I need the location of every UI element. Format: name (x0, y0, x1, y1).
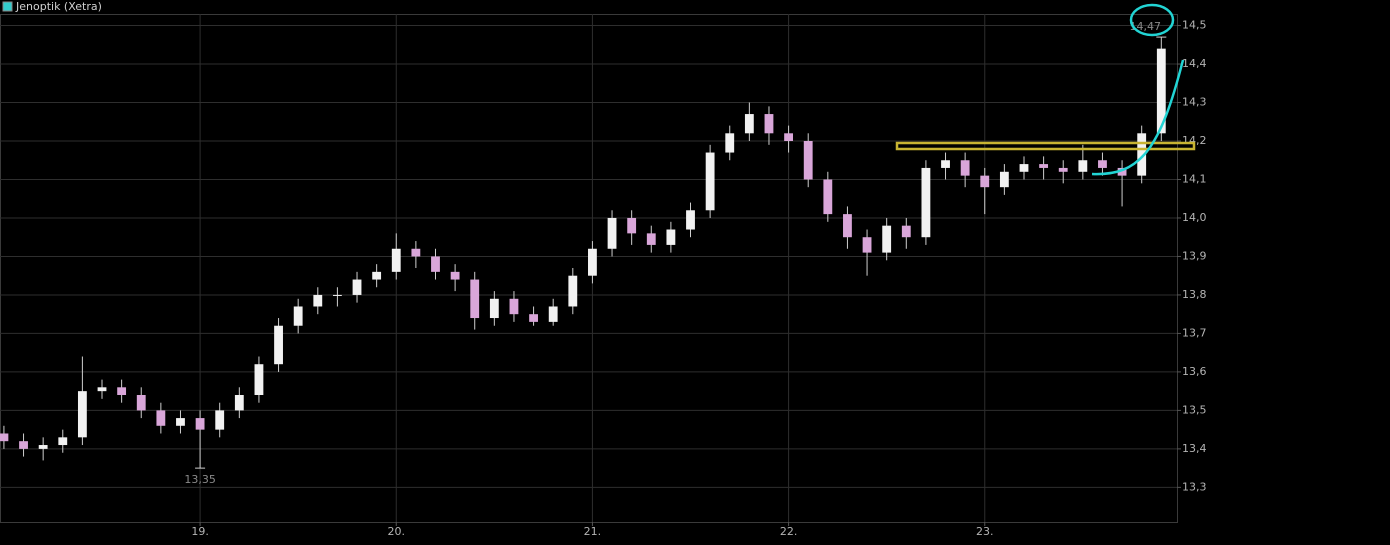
candle-body (450, 271, 460, 280)
candle-body (0, 433, 9, 442)
trend-curve (1091, 59, 1185, 176)
legend-swatch (2, 1, 13, 12)
candle-body (313, 294, 323, 307)
candle-body (764, 114, 774, 134)
candle-body (980, 175, 990, 188)
candle-body (803, 141, 813, 180)
candle-body (548, 306, 558, 322)
candle-body (293, 306, 303, 326)
highlight-ellipse (1129, 3, 1175, 37)
candle-body (1098, 160, 1107, 168)
candle-body (960, 160, 970, 176)
candle-body (274, 325, 283, 365)
candle-body (921, 167, 931, 238)
candle-body (332, 294, 342, 296)
candle-body (882, 225, 892, 253)
candle-body (1078, 160, 1088, 172)
candle-body (901, 225, 911, 238)
candle-body (646, 233, 656, 245)
candle-body (77, 391, 87, 438)
candle-body (176, 418, 185, 426)
candle-body (627, 217, 637, 234)
candle-body (999, 171, 1009, 188)
candle-body (19, 441, 28, 449)
candle-body (823, 179, 833, 215)
candle-body (352, 279, 362, 295)
y-tick-label: 13,9 (1182, 249, 1207, 262)
y-tick-label: 13,5 (1182, 403, 1207, 416)
x-tick-label: 23. (976, 525, 994, 538)
candle-body (1156, 48, 1166, 134)
y-tick-label: 14,3 (1182, 96, 1207, 109)
candle-body (58, 437, 68, 446)
candle-body (588, 248, 597, 276)
candle-body (136, 395, 146, 411)
resistance-box (895, 141, 1196, 151)
candle-body (529, 314, 538, 322)
candle-body (744, 114, 754, 134)
candle-body (686, 210, 695, 230)
candle-body (1137, 133, 1147, 176)
candle-body (666, 229, 676, 245)
candle-body (391, 248, 401, 272)
candle-body (470, 279, 480, 319)
candle-body (234, 395, 244, 411)
candle-body (489, 298, 499, 319)
y-tick-label: 13,8 (1182, 288, 1207, 301)
candle-body (372, 271, 382, 280)
y-tick-label: 13,7 (1182, 326, 1207, 339)
y-tick-label: 14,4 (1182, 57, 1207, 70)
candle-body (254, 364, 264, 395)
candle-body (862, 237, 872, 253)
candle-body (1058, 167, 1068, 172)
y-tick-label: 13,3 (1182, 480, 1207, 493)
x-tick-label: 22. (780, 525, 798, 538)
y-tick-label: 14,5 (1182, 19, 1207, 32)
candle-body (38, 445, 48, 449)
candle-body (1019, 164, 1029, 172)
candle-body (843, 214, 852, 238)
candle-body (941, 160, 950, 168)
y-tick-label: 13,6 (1182, 365, 1207, 378)
candle-body (725, 133, 735, 153)
y-tick-label: 14,1 (1182, 172, 1207, 185)
candle-body (705, 152, 715, 211)
candle-body (1117, 167, 1127, 176)
candle-body (509, 298, 519, 315)
candle-body (568, 275, 578, 307)
candle-body (411, 248, 421, 257)
plot-frame (0, 14, 1178, 523)
candle-body (117, 387, 127, 395)
candle-body (1039, 164, 1049, 168)
candle-body (784, 133, 794, 141)
x-tick-label: 20. (388, 525, 406, 538)
x-tick-label: 19. (191, 525, 209, 538)
candle-body (156, 410, 166, 426)
y-tick-label: 13,4 (1182, 442, 1207, 455)
candle-body (431, 256, 440, 272)
annotation-label: 13,35 (184, 473, 216, 486)
candle-body (195, 418, 205, 430)
candle-body (215, 410, 225, 430)
candle-body (607, 217, 617, 249)
y-tick-label: 14,0 (1182, 211, 1207, 224)
x-tick-label: 21. (584, 525, 602, 538)
candle-body (97, 387, 107, 392)
legend-label: Jenoptik (Xetra) (15, 0, 102, 13)
